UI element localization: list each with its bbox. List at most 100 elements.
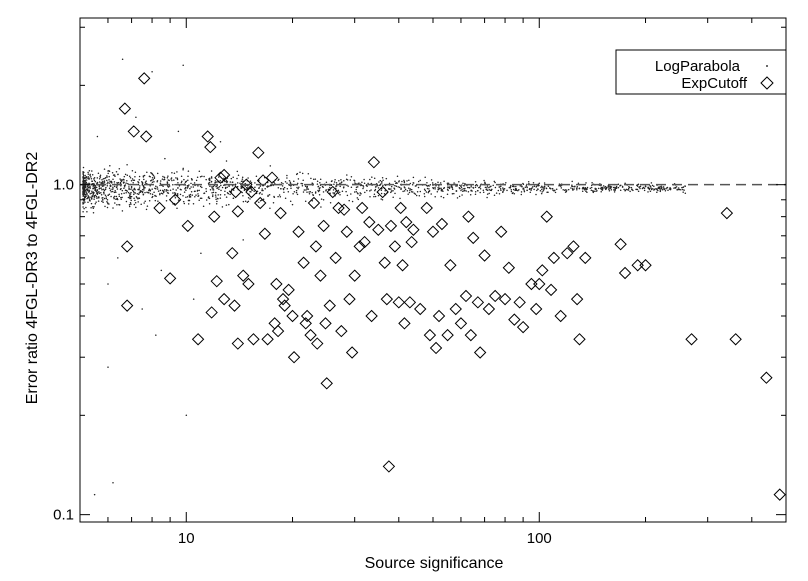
logparabola-point xyxy=(211,187,213,189)
logparabola-point xyxy=(571,185,573,187)
logparabola-point xyxy=(135,206,137,209)
logparabola-point xyxy=(188,196,191,198)
logparabola-point xyxy=(355,186,358,188)
logparabola-point xyxy=(205,178,207,181)
logparabola-point xyxy=(185,196,187,199)
logparabola-point xyxy=(309,190,312,193)
logparabola-point xyxy=(594,187,596,190)
logparabola-point xyxy=(176,207,178,210)
logparabola-point xyxy=(123,187,125,189)
logparabola-point xyxy=(374,195,377,198)
logparabola-point xyxy=(89,173,91,176)
logparabola-point xyxy=(198,189,200,192)
expcutoff-point xyxy=(228,299,241,312)
logparabola-point xyxy=(335,182,338,184)
expcutoff-point xyxy=(245,185,258,199)
expcutoff-point xyxy=(252,146,265,159)
logparabola-point xyxy=(219,180,222,182)
logparabola-point xyxy=(108,193,111,196)
logparabola-point xyxy=(379,183,382,185)
logparabola-point xyxy=(677,187,680,189)
logparabola-point xyxy=(190,186,192,188)
logparabola-point xyxy=(106,185,109,187)
logparabola-point xyxy=(360,192,362,195)
logparabola-point xyxy=(479,191,481,194)
expcutoff-point xyxy=(462,210,475,223)
logparabola-point xyxy=(451,193,454,195)
logparabola-point xyxy=(218,188,220,190)
logparabola-point xyxy=(201,186,203,189)
logparabola-point xyxy=(159,180,162,182)
logparabola-point xyxy=(643,187,646,190)
logparabola-point xyxy=(160,269,163,272)
logparabola-point xyxy=(362,187,364,190)
logparabola-point xyxy=(447,189,449,192)
logparabola-point xyxy=(110,190,112,193)
logparabola-point xyxy=(182,168,184,171)
logparabola-point xyxy=(390,188,392,190)
logparabola-point xyxy=(318,189,321,192)
logparabola-point xyxy=(111,182,113,184)
logparabola-point xyxy=(133,191,135,194)
logparabola-point xyxy=(636,188,638,191)
logparabola-point xyxy=(533,188,535,191)
legend-label-expcutoff: ExpCutoff xyxy=(681,75,747,92)
logparabola-point xyxy=(417,186,420,189)
logparabola-point xyxy=(141,191,144,194)
logparabola-point xyxy=(224,180,226,183)
logparabola-point xyxy=(341,190,344,192)
logparabola-point xyxy=(573,186,576,188)
logparabola-point xyxy=(84,182,87,185)
logparabola-point xyxy=(558,183,561,185)
logparabola-point xyxy=(198,199,200,201)
logparabola-point xyxy=(286,187,289,190)
logparabola-point xyxy=(302,179,304,181)
logparabola-point xyxy=(377,187,380,189)
logparabola-point xyxy=(508,186,511,189)
logparabola-point xyxy=(350,193,352,195)
logparabola-point xyxy=(130,203,132,205)
logparabola-point xyxy=(460,186,463,188)
logparabola-point xyxy=(510,184,512,187)
logparabola-point xyxy=(644,185,647,188)
logparabola-point xyxy=(621,185,624,188)
logparabola-point xyxy=(442,190,444,192)
logparabola-point xyxy=(115,171,118,173)
logparabola-point xyxy=(121,189,124,192)
logparabola-point xyxy=(209,188,212,191)
logparabola-point xyxy=(244,200,247,203)
logparabola-point xyxy=(301,185,304,187)
logparabola-point xyxy=(437,181,439,184)
expcutoff-point xyxy=(554,309,567,323)
logparabola-point xyxy=(330,180,333,183)
logparabola-point xyxy=(168,179,170,182)
logparabola-point xyxy=(570,187,572,189)
logparabola-point xyxy=(661,186,663,189)
logparabola-point xyxy=(460,189,462,192)
logparabola-point xyxy=(90,198,93,200)
logparabola-point xyxy=(381,176,384,179)
logparabola-point xyxy=(491,188,493,191)
expcutoff-point xyxy=(378,256,391,269)
logparabola-point xyxy=(141,183,144,185)
logparabola-point xyxy=(115,191,117,193)
logparabola-point xyxy=(114,175,116,178)
logparabola-point xyxy=(462,182,464,184)
logparabola-point xyxy=(85,176,88,178)
expcutoff-point xyxy=(320,377,333,390)
logparabola-point xyxy=(98,188,101,190)
logparabola-point xyxy=(148,191,150,194)
logparabola-point xyxy=(447,186,450,188)
logparabola-point xyxy=(638,186,640,189)
logparabola-point xyxy=(436,190,439,193)
logparabola-point xyxy=(220,184,222,187)
logparabola-point xyxy=(94,180,97,183)
logparabola-point xyxy=(212,194,214,196)
logparabola-point xyxy=(540,186,542,189)
logparabola-point xyxy=(676,188,678,191)
logparabola-point xyxy=(268,193,271,196)
logparabola-point xyxy=(174,192,177,194)
logparabola-point xyxy=(278,194,281,196)
logparabola-point xyxy=(607,185,609,188)
logparabola-point xyxy=(236,185,239,188)
